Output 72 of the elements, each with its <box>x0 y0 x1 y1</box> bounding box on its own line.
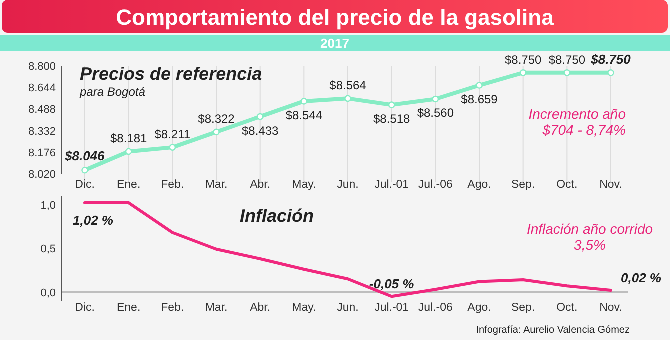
chart-subtitle: 2017 <box>320 36 350 51</box>
x-tick-label: Oct. <box>556 302 578 314</box>
point <box>476 82 483 89</box>
data-label: $8.750 <box>590 52 632 67</box>
x-tick-label: Jul.-06 <box>418 302 453 314</box>
x-tick-label: Mar. <box>205 302 228 314</box>
y-tick-label: 8.020 <box>28 169 56 181</box>
x-tick-label: Abr. <box>250 302 271 314</box>
point <box>125 148 132 156</box>
y-tick-label: 0,5 <box>40 244 56 256</box>
data-label: $8.211 <box>154 128 191 142</box>
data-label: $8.750 <box>548 52 586 67</box>
data-label: $8.181 <box>110 132 148 146</box>
y-tick-label: 8.332 <box>28 126 56 138</box>
point <box>344 95 352 102</box>
point <box>256 113 264 120</box>
x-tick-label: Sep. <box>511 302 536 314</box>
point <box>520 70 527 76</box>
y-tick-label: 8.644 <box>28 82 56 95</box>
data-label: $8.564 <box>330 78 367 93</box>
y-tick-label: 8.488 <box>28 104 56 116</box>
y-tick-label: 8.176 <box>28 147 56 160</box>
x-tick-label: Ene. <box>116 179 141 191</box>
x-tick-label: Jul.-01 <box>374 302 410 314</box>
x-tick-label: Nov. <box>600 179 622 191</box>
x-tick-label: Abr. <box>250 179 271 191</box>
chart-title: Comportamiento del precio de la gasolina <box>116 5 555 30</box>
annotation: Inflación año corrido 3,5% <box>526 221 654 254</box>
data-label: 1,02 % <box>73 213 114 228</box>
point <box>432 96 440 103</box>
data-label: -0,05 % <box>369 276 415 292</box>
x-tick-label: Ene. <box>116 302 141 314</box>
x-tick-label: Ago. <box>468 302 492 314</box>
data-label: $8.046 <box>64 148 106 164</box>
text: Infografía: Aurelio Valencia Gómez <box>476 325 630 336</box>
x-tick-label: Oct. <box>556 179 578 191</box>
annotation: para Bogotá <box>79 85 146 99</box>
x-tick-label: Jul.-01 <box>374 179 410 191</box>
point <box>608 70 614 76</box>
text: Inflación <box>240 206 314 226</box>
x-tick-label: Jun. <box>337 302 359 314</box>
data-label: $8.322 <box>198 112 236 126</box>
x-tick-label: May. <box>292 179 316 191</box>
data-label: $8.544 <box>286 108 323 122</box>
point <box>564 70 571 76</box>
annotation: Precios de referencia <box>80 64 262 84</box>
x-tick-label: Sep. <box>511 179 536 191</box>
y-tick-label: 0,0 <box>40 287 56 300</box>
x-tick-label: Nov. <box>600 302 622 314</box>
data-label: $8.518 <box>373 112 411 126</box>
x-tick-label: Feb. <box>161 179 184 191</box>
point <box>388 102 396 108</box>
x-tick-label: Mar. <box>205 179 228 191</box>
x-tick-label: Jun. <box>337 179 359 191</box>
x-tick-label: Dic. <box>75 302 95 314</box>
x-tick-label: Ago. <box>468 179 492 191</box>
y-tick-label: 1,0 <box>40 200 56 212</box>
data-label: $8.433 <box>242 124 280 138</box>
x-tick-label: Jul.-06 <box>418 179 453 191</box>
data-label: $8.750 <box>504 52 542 67</box>
point <box>82 167 88 174</box>
point <box>300 98 308 105</box>
point <box>213 128 220 136</box>
data-label: 0,02 % <box>621 270 662 286</box>
y-tick-label: 8.800 <box>28 61 56 73</box>
data-label: $8.560 <box>417 106 454 120</box>
data-label: $8.659 <box>461 92 498 107</box>
x-tick-label: May. <box>292 302 316 314</box>
annotation: Incremento año $704 - 8,74% <box>528 106 626 138</box>
point <box>169 144 176 151</box>
x-tick-label: Feb. <box>161 302 184 314</box>
x-tick-label: Dic. <box>75 179 95 191</box>
